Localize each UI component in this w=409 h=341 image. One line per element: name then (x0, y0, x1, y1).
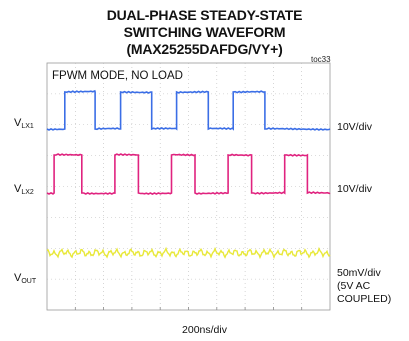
vlx1-trace (46, 89, 331, 131)
figure-tag: toc33 (311, 55, 331, 64)
vout-trace (46, 246, 331, 260)
chart-title-line-1: DUAL-PHASE STEADY-STATE (106, 7, 303, 23)
vlx2-trace (46, 153, 331, 196)
chart-title-line-3: (MAX25255DAFDG/VY+) (126, 41, 283, 57)
plot-traces (46, 89, 331, 260)
vout-scale-line-1: 50mV/div (337, 267, 381, 279)
vlx2-label: VLX2 (14, 183, 34, 196)
time-scale-label: 200ns/div (182, 324, 227, 336)
condition-label: FPWM MODE, NO LOAD (52, 70, 183, 82)
vout-label: VOUT (14, 272, 37, 285)
vlx2-scale: 10V/div (337, 183, 373, 195)
vlx1-scale: 10V/div (337, 121, 373, 133)
plot-grid (46, 62, 331, 311)
vlx1-label: VLX1 (14, 117, 34, 130)
chart-title-line-2: SWITCHING WAVEFORM (123, 24, 286, 40)
vout-scale-line-3: COUPLED) (337, 293, 392, 305)
vout-scale-line-2: (5V AC (337, 280, 371, 292)
